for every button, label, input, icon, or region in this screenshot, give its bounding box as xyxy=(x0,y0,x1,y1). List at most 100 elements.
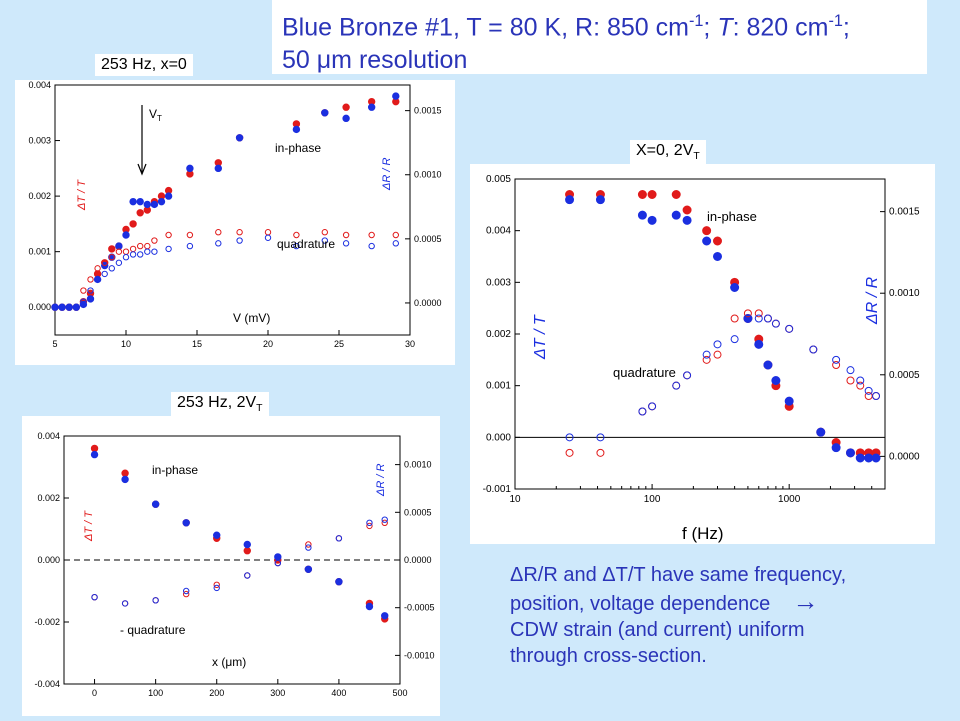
conclusion-note: ΔR/R and ΔT/T have same frequency, posit… xyxy=(510,562,920,690)
arrow-icon xyxy=(137,163,147,176)
panel1-tag: 253 Hz, x=0 xyxy=(95,54,193,76)
data-point xyxy=(108,265,116,272)
data-point xyxy=(565,433,574,442)
data-point xyxy=(392,240,399,247)
title-end: ; xyxy=(842,13,850,42)
chart-frequency: -0.001 0.000 0.001 0.002 0.003 0.004 0.005 0.00… xyxy=(483,174,920,543)
data-point xyxy=(730,335,739,344)
data-point xyxy=(80,298,87,305)
y-tick-label-left: 0.000 xyxy=(37,555,60,565)
data-point xyxy=(771,376,781,385)
data-point xyxy=(816,427,826,437)
y-axis-label-left: ΔT / T xyxy=(532,314,549,360)
data-point xyxy=(648,402,657,411)
data-point xyxy=(638,407,647,416)
data-point xyxy=(702,350,711,359)
y-axis-label-right: ΔR / R xyxy=(375,464,387,497)
note-line-2: position, voltage dependence → xyxy=(510,588,920,617)
data-point xyxy=(165,245,172,253)
data-point xyxy=(683,371,692,380)
data-point xyxy=(108,254,116,261)
y-axis-label-right: ΔR / R xyxy=(864,276,881,325)
note-line-3: CDW strain (and current) uniform xyxy=(510,619,805,641)
y-axis-label-right: ΔR / R xyxy=(381,158,393,191)
data-point xyxy=(702,355,711,364)
data-point xyxy=(213,531,221,539)
title-text-3: 50 xyxy=(282,46,317,75)
x-tick-label: 30 xyxy=(405,339,415,349)
data-point xyxy=(129,197,137,206)
y-tick-label-right: 0.0010 xyxy=(404,460,432,470)
data-point xyxy=(137,242,144,250)
x-axis-label: x (μm) xyxy=(212,655,246,669)
x-tick-label: 25 xyxy=(334,339,344,349)
data-point xyxy=(743,314,752,323)
y-tick-label-left: 0.003 xyxy=(28,136,51,146)
annotation-vt-sub: T xyxy=(157,114,162,123)
title-text-2: : 820 cm xyxy=(732,13,829,42)
y-tick-label-left: 0.004 xyxy=(28,80,51,90)
data-point xyxy=(321,109,329,117)
data-point xyxy=(86,295,95,303)
panel2-tag-text: X=0, 2V xyxy=(636,142,694,159)
data-point xyxy=(108,245,116,253)
data-point xyxy=(115,242,123,250)
chart-position: -0.004 -0.002 0.000 0.002 0.004 -0.0010 -0.000… xyxy=(34,431,434,698)
data-point xyxy=(121,600,129,607)
arrow-icon: → xyxy=(792,586,819,616)
y-tick-label-left: -0.001 xyxy=(483,484,512,495)
y-tick-label-right: 0.0005 xyxy=(404,507,432,517)
data-point xyxy=(150,200,159,209)
title-line-1: Blue Bronze #1, T = 80 K, R: 850 cm -1; T… xyxy=(282,5,917,44)
data-point xyxy=(293,231,300,239)
data-point xyxy=(305,541,312,548)
data-point xyxy=(151,248,158,255)
data-point xyxy=(855,453,865,463)
data-point xyxy=(381,519,388,527)
x-tick-label: 100 xyxy=(644,494,661,505)
data-point xyxy=(809,345,818,354)
data-point xyxy=(164,192,173,200)
y-tick-label-left: 0.002 xyxy=(37,493,60,503)
x-tick-label: 100 xyxy=(148,688,163,698)
title-italic-T: T xyxy=(717,13,733,42)
x-axis-label: f (Hz) xyxy=(682,524,724,543)
slide-title: Blue Bronze #1, T = 80 K, R: 850 cm -1; T… xyxy=(272,0,927,74)
data-point xyxy=(730,314,739,323)
panel2-tag: X=0, 2VT xyxy=(630,140,706,165)
data-point xyxy=(771,319,780,328)
title-mu: μ xyxy=(316,46,332,75)
annotation-inphase: in-phase xyxy=(707,209,757,224)
title-text-1: Blue Bronze #1, T = 80 K, R: 850 cm xyxy=(282,13,689,42)
data-point xyxy=(137,251,144,258)
data-point xyxy=(367,103,376,111)
data-point xyxy=(121,475,129,484)
panel2-tag-sub: T xyxy=(693,151,700,163)
data-point xyxy=(335,578,343,586)
data-point xyxy=(143,200,152,209)
data-point xyxy=(292,125,301,134)
data-point xyxy=(144,248,151,255)
data-point xyxy=(151,237,158,244)
data-point xyxy=(565,195,575,205)
x-tick-label: 500 xyxy=(392,688,407,698)
data-point xyxy=(182,590,190,598)
y-tick-label-right: 0.0000 xyxy=(889,451,920,462)
data-point xyxy=(214,164,223,173)
data-point xyxy=(129,220,137,228)
data-point xyxy=(637,210,647,220)
title-sep: ; xyxy=(703,13,718,42)
data-point xyxy=(186,164,194,173)
data-point xyxy=(342,114,350,123)
y-tick-label-right: 0.0015 xyxy=(889,207,920,218)
panel3-tag-text: 253 Hz, 2V xyxy=(177,394,257,411)
data-point xyxy=(864,386,873,395)
title-sup-2: -1 xyxy=(828,12,843,30)
x-tick-label: 200 xyxy=(209,688,224,698)
data-point xyxy=(305,544,312,551)
data-point xyxy=(647,190,657,199)
data-point xyxy=(101,270,108,278)
x-tick-label: 300 xyxy=(270,688,285,698)
data-point xyxy=(236,229,243,236)
annotation-quadrature: quadrature xyxy=(613,365,676,380)
